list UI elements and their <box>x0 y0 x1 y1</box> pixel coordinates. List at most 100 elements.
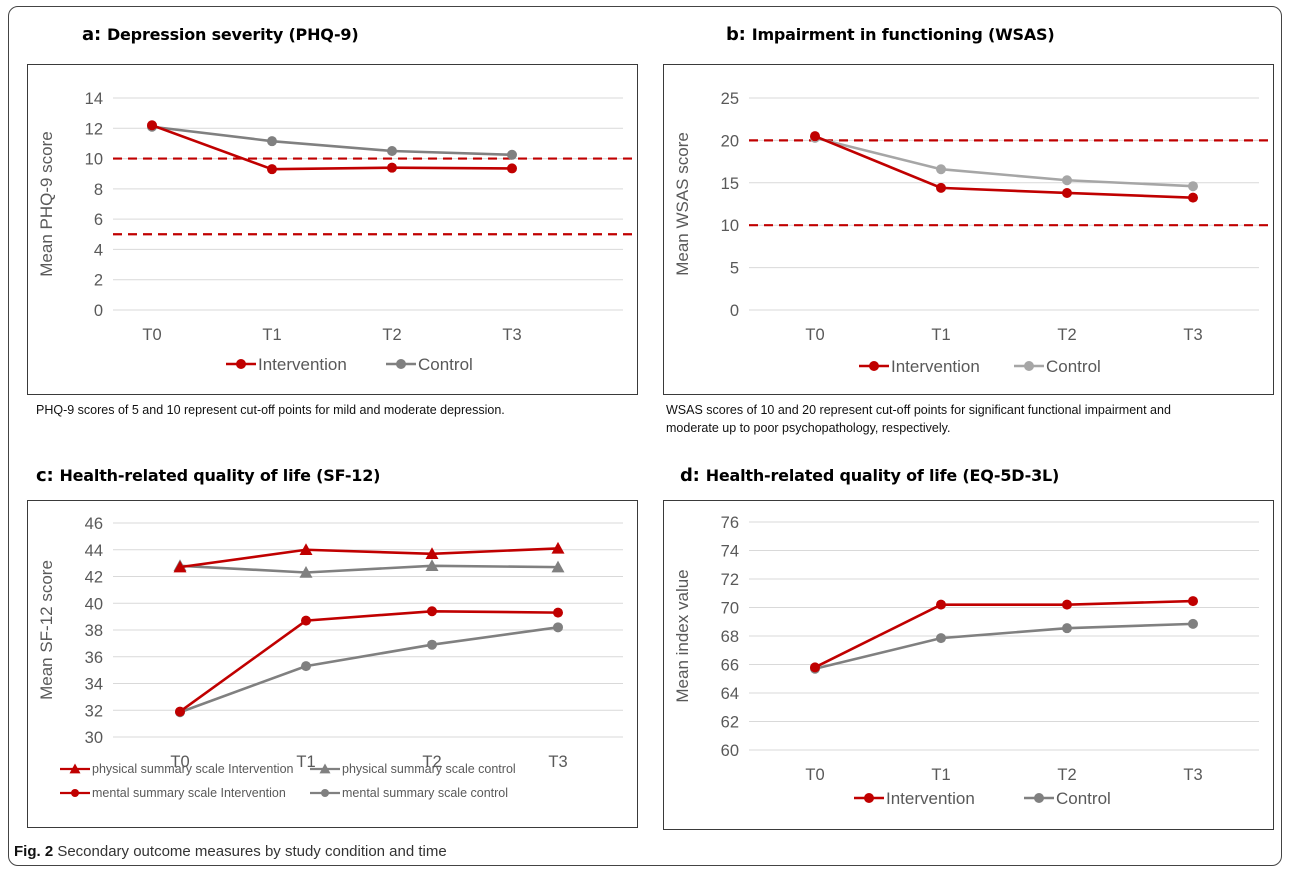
y-tick-label: 46 <box>85 515 103 533</box>
data-point <box>301 661 311 672</box>
data-point <box>553 607 563 618</box>
legend-label: mental summary scale Intervention <box>92 786 286 800</box>
y-tick-label: 15 <box>721 175 739 193</box>
chart-b-svg: 0 5 10 15 20 25 Mean WSAS score T0 T1 T2 T3 Interve… <box>673 90 1273 376</box>
legend-label: physical summary scale control <box>342 762 516 776</box>
series-line <box>151 124 513 171</box>
legend-swatch-marker <box>396 359 406 369</box>
legend-swatch-marker <box>236 359 246 369</box>
panel-a-title: a: Depression severity (PHQ-9) <box>82 24 359 45</box>
legend-label: Intervention <box>886 789 975 808</box>
chart-panel-b: 0 5 10 15 20 25 Mean WSAS score T0 T1 T2 T3 Interve… <box>663 64 1274 395</box>
chart-panel-c: 30 32 34 36 38 40 42 44 46 Mean SF-12 score T0 T1 T2… <box>27 500 638 828</box>
panel-a-letter: a: <box>82 24 101 45</box>
y-tick-label: 42 <box>85 569 103 587</box>
legend-label: Intervention <box>258 355 347 374</box>
series-line <box>814 599 1194 669</box>
x-tick-label: T1 <box>931 766 950 784</box>
data-point <box>173 560 187 573</box>
chart-a-svg: 0 2 4 6 8 10 12 14 Mean PHQ-9 score T0 T1 T2 T3 Inter… <box>37 90 637 374</box>
data-point <box>936 599 946 610</box>
y-tick-label: 8 <box>94 181 103 199</box>
data-point <box>387 146 397 156</box>
x-tick-label: T2 <box>1057 766 1076 784</box>
series-line <box>179 547 559 569</box>
panel-b-title-text: Impairment in functioning (WSAS) <box>751 25 1055 44</box>
y-tick-label: 64 <box>721 685 739 703</box>
data-point <box>301 615 311 626</box>
data-point <box>936 164 946 175</box>
series-line <box>151 125 513 157</box>
legend-swatch-marker <box>71 789 79 797</box>
x-tick-label: T1 <box>296 753 315 771</box>
data-point <box>1062 599 1072 610</box>
y-tick-label: 30 <box>85 729 103 747</box>
legend-label: Control <box>1046 357 1101 376</box>
x-tick-label: T1 <box>931 326 950 344</box>
y-tick-label: 40 <box>85 595 103 613</box>
chart-d-svg: 60 62 64 66 68 70 72 74 76 Mean index value T0 T1 T2… <box>673 514 1259 808</box>
y-tick-label: 32 <box>85 702 103 720</box>
x-tick-label: T3 <box>502 326 521 344</box>
y-tick-label: 12 <box>85 120 103 138</box>
y-tick-label: 44 <box>85 542 103 560</box>
y-tick-label: 2 <box>94 272 103 290</box>
y-tick-label: 34 <box>85 676 103 694</box>
data-point <box>425 547 439 559</box>
legend-label: Intervention <box>891 357 980 376</box>
data-point <box>1062 175 1072 186</box>
data-point <box>267 164 277 175</box>
y-axis-label: Mean WSAS score <box>673 132 692 276</box>
x-tick-label: T2 <box>382 326 401 344</box>
series-line <box>814 134 1194 199</box>
y-tick-label: 74 <box>721 543 739 561</box>
legend-label: physical summary scale Intervention <box>92 762 294 776</box>
series-line <box>814 622 1194 671</box>
data-point <box>553 622 563 633</box>
panel-c-title: c: Health-related quality of life (SF-12) <box>36 465 380 486</box>
data-point <box>1188 596 1198 607</box>
data-point <box>299 543 313 555</box>
x-tick-label: T0 <box>142 326 161 344</box>
y-tick-label: 76 <box>721 514 739 532</box>
chart-c-svg: 30 32 34 36 38 40 42 44 46 Mean SF-12 score T0 T1 T2… <box>37 515 623 800</box>
data-point <box>551 541 565 554</box>
y-tick-label: 0 <box>94 302 103 320</box>
series-line <box>179 564 559 574</box>
data-point <box>810 131 820 142</box>
x-tick-label: T1 <box>262 326 281 344</box>
data-point <box>936 182 946 193</box>
panel-d-title-text: Health-related quality of life (EQ-5D-3L… <box>705 466 1060 485</box>
y-tick-label: 66 <box>721 657 739 675</box>
data-point <box>551 560 565 573</box>
data-point <box>147 120 157 131</box>
series-line <box>814 136 1194 188</box>
panel-b-note-line1: WSAS scores of 10 and 20 represent cut-o… <box>666 403 1171 417</box>
panel-d-title: d: Health-related quality of life (EQ-5D-… <box>680 465 1059 486</box>
y-tick-label: 20 <box>721 132 739 150</box>
legend-swatch-marker <box>1024 361 1034 371</box>
panel-d-letter: d: <box>680 465 700 486</box>
caption-label: Fig. 2 <box>14 843 54 860</box>
data-point <box>936 633 946 644</box>
panel-c-title-text: Health-related quality of life (SF-12) <box>59 466 381 485</box>
legend-label: Control <box>418 355 473 374</box>
y-tick-label: 60 <box>721 742 739 760</box>
legend-swatch-marker <box>319 763 331 774</box>
figure-caption: Fig. 2 Secondary outcome measures by stu… <box>14 843 447 860</box>
panel-c-letter: c: <box>36 465 54 486</box>
y-tick-label: 68 <box>721 628 739 646</box>
caption-text: Secondary outcome measures by study cond… <box>53 843 447 860</box>
data-point <box>1062 187 1072 198</box>
y-tick-label: 4 <box>94 241 103 259</box>
y-tick-label: 36 <box>85 649 103 667</box>
y-axis-label: Mean index value <box>673 569 692 702</box>
legend-swatch-marker <box>1034 793 1044 803</box>
data-point <box>299 565 313 578</box>
y-tick-label: 70 <box>721 600 739 618</box>
y-tick-label: 62 <box>721 714 739 732</box>
panel-b-title: b: Impairment in functioning (WSAS) <box>726 24 1055 45</box>
chart-panel-d: 60 62 64 66 68 70 72 74 76 Mean index value T0 T1 T2… <box>663 500 1274 830</box>
data-point <box>1188 192 1198 203</box>
y-axis-label: Mean PHQ-9 score <box>37 131 56 277</box>
